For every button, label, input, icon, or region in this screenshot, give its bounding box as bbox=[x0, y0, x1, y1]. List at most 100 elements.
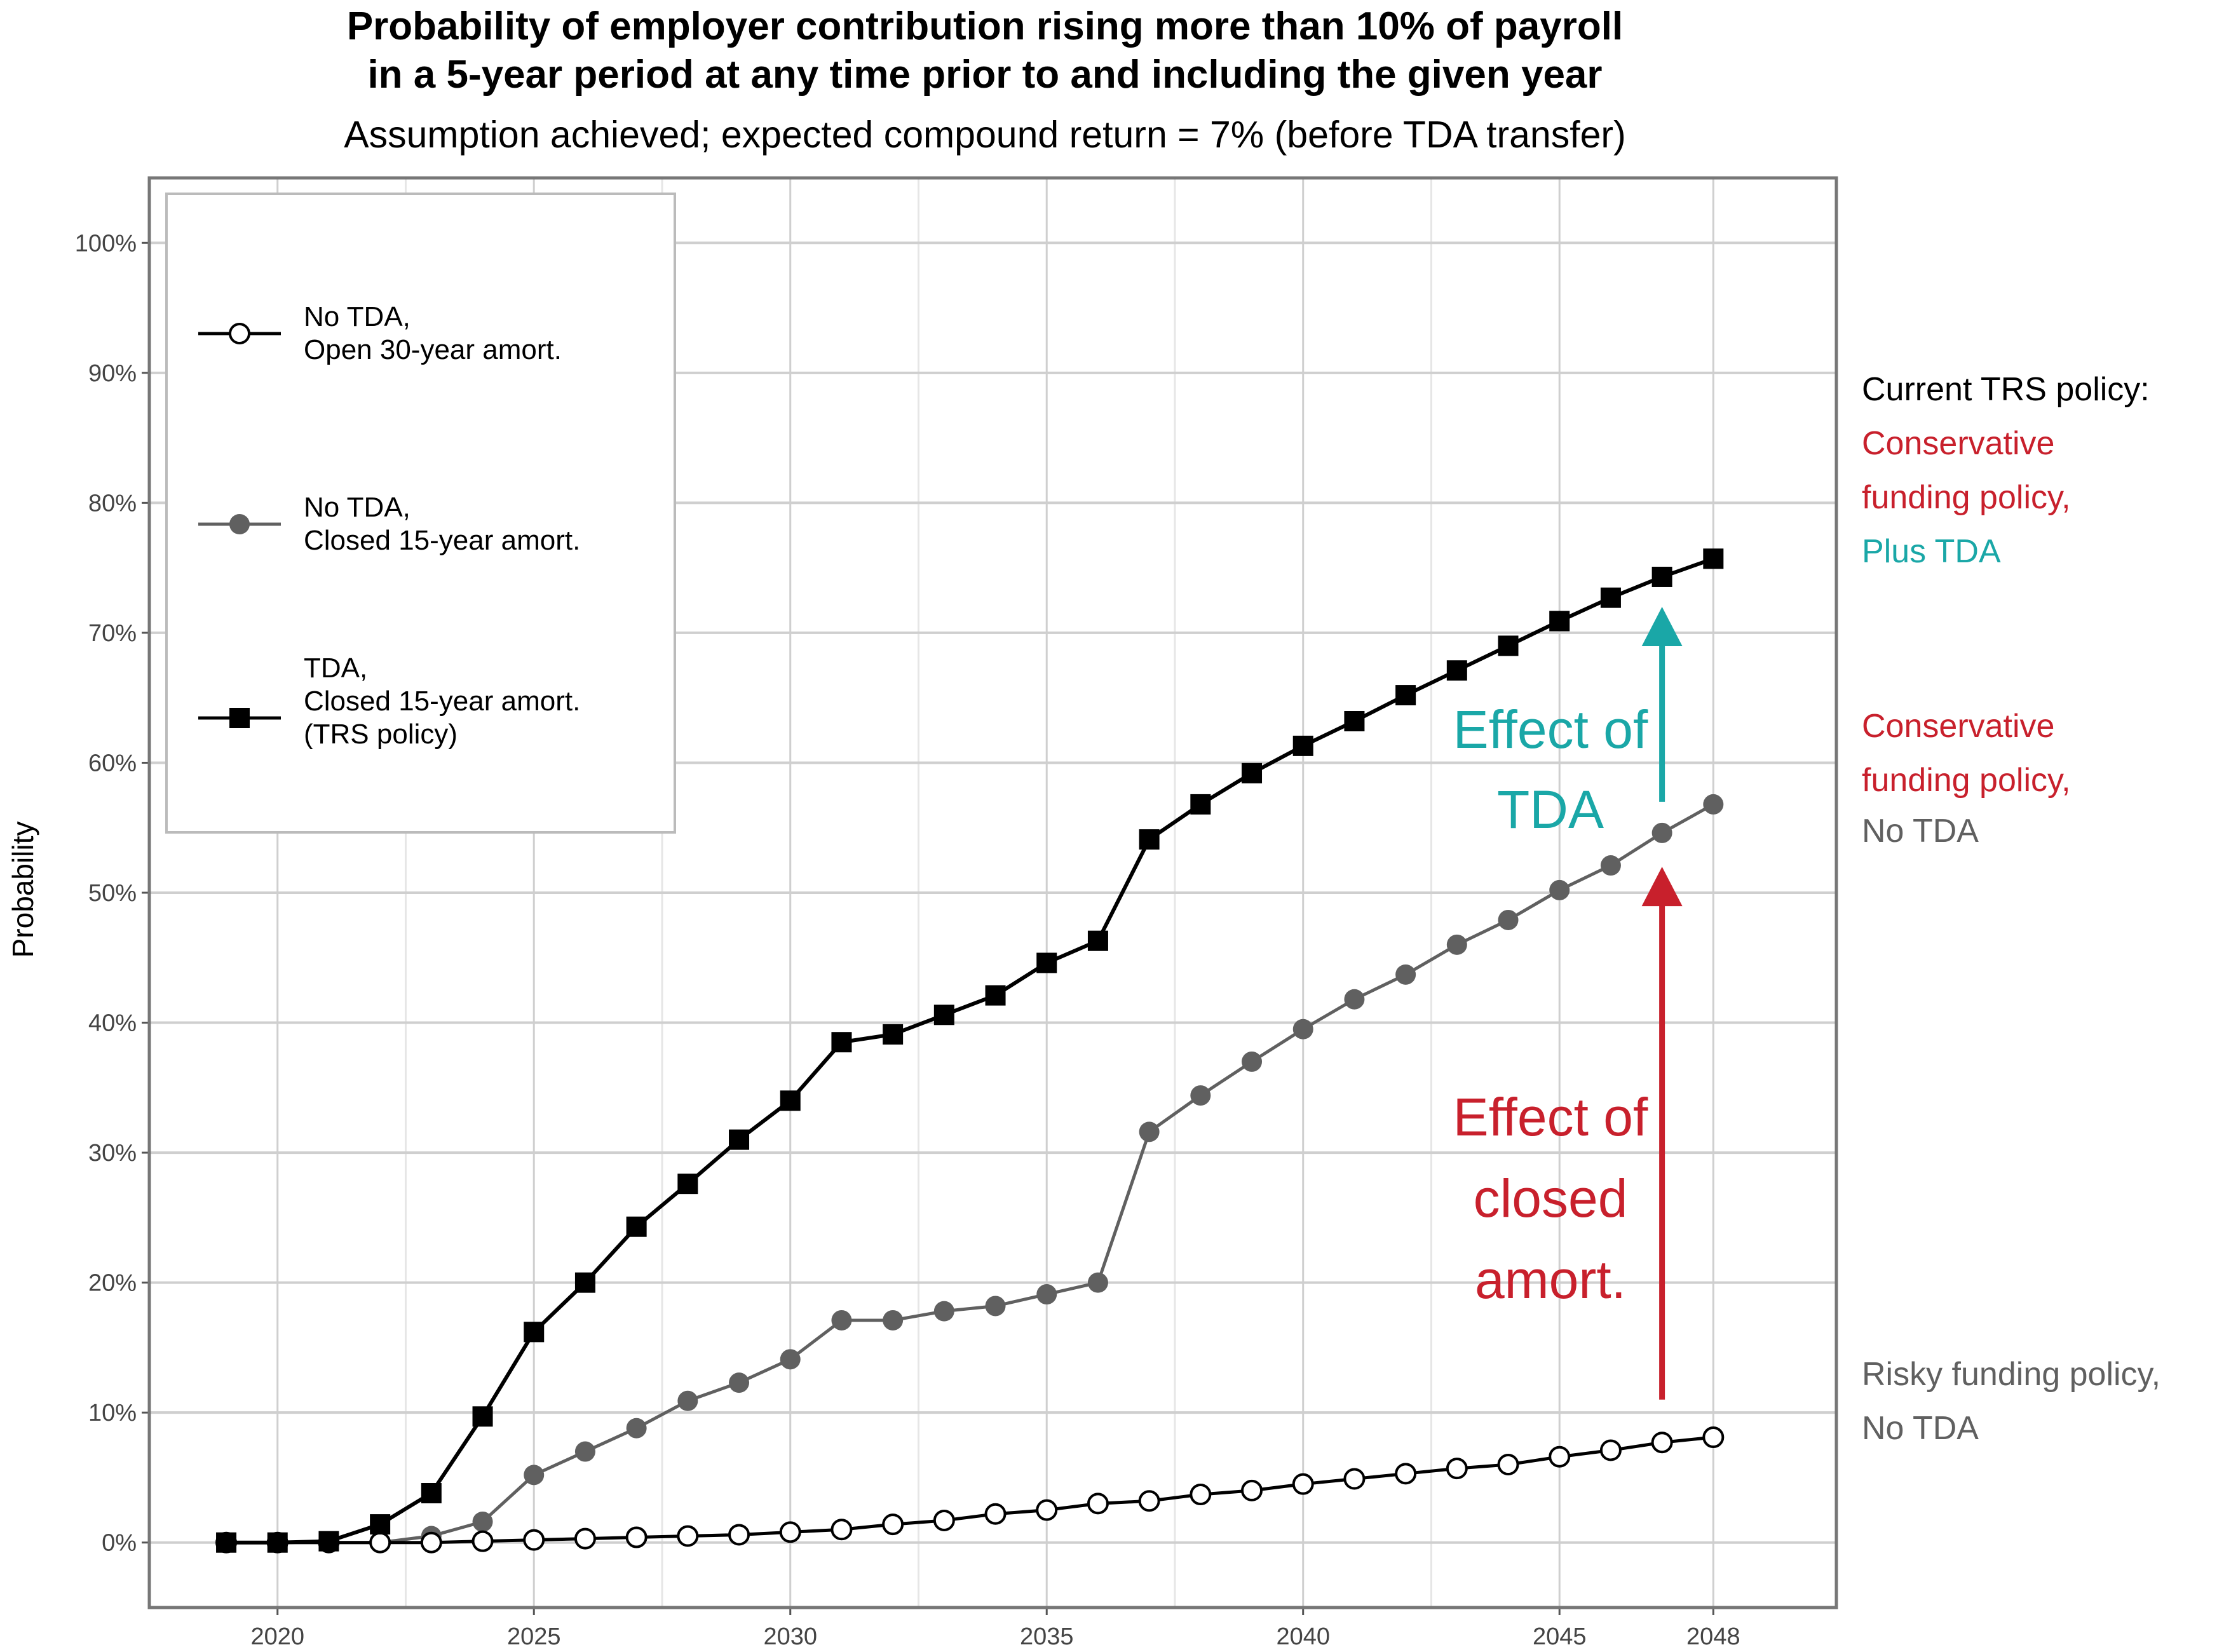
x-tick-label: 2020 bbox=[250, 1623, 304, 1650]
legend-label: (TRS policy) bbox=[304, 719, 458, 750]
data-point bbox=[1702, 1426, 1725, 1449]
data-point bbox=[216, 1532, 237, 1553]
legend-label: No TDA, bbox=[304, 492, 410, 523]
data-point bbox=[1599, 1439, 1622, 1461]
policy-label: No TDA bbox=[1862, 813, 1979, 850]
data-point bbox=[1036, 1499, 1058, 1521]
data-point bbox=[831, 1032, 852, 1053]
x-tick-label: 2025 bbox=[507, 1623, 561, 1650]
data-point bbox=[1241, 1479, 1263, 1501]
data-point bbox=[421, 1483, 442, 1503]
data-point bbox=[677, 1525, 699, 1547]
data-point bbox=[1190, 1484, 1212, 1506]
y-tick-label: 50% bbox=[88, 880, 137, 907]
policy-label: Plus TDA bbox=[1862, 533, 2001, 570]
data-point bbox=[1292, 735, 1313, 756]
annotations: Effect of TDA Effect of closed amort. Current… bbox=[1453, 371, 2160, 1447]
data-point bbox=[369, 1531, 391, 1554]
data-point bbox=[229, 708, 250, 728]
data-point bbox=[933, 1005, 954, 1026]
data-point bbox=[1498, 909, 1519, 930]
policy-label: No TDA bbox=[1862, 1410, 1979, 1447]
data-point bbox=[779, 1521, 801, 1543]
data-point bbox=[1087, 1272, 1108, 1293]
y-tick-label: 10% bbox=[88, 1400, 137, 1426]
data-point bbox=[1087, 1493, 1109, 1515]
data-point bbox=[1190, 1085, 1211, 1106]
arrow-tda-head bbox=[1641, 607, 1683, 646]
data-point bbox=[985, 1296, 1006, 1317]
data-point bbox=[1395, 1463, 1417, 1485]
data-point bbox=[1651, 566, 1672, 587]
data-point bbox=[1395, 685, 1416, 706]
data-point bbox=[933, 1301, 954, 1322]
legend-label: Open 30-year amort. bbox=[304, 334, 562, 365]
data-point bbox=[1651, 822, 1672, 843]
arrow-closed-amort-head bbox=[1641, 867, 1683, 907]
data-point bbox=[1549, 879, 1570, 900]
data-point bbox=[370, 1514, 391, 1535]
chart-title-line-1: Probability of employer contribution ris… bbox=[347, 4, 1623, 48]
data-point bbox=[420, 1531, 442, 1554]
data-point bbox=[1139, 1121, 1160, 1142]
data-point bbox=[831, 1519, 853, 1541]
axes: 0% 10% 20% 30% 40% 50% 60% 70% 80% 90% 100% 2020 202… bbox=[75, 230, 1740, 1650]
data-point bbox=[267, 1532, 288, 1553]
y-tick-label: 20% bbox=[88, 1270, 137, 1297]
x-tick-label: 2045 bbox=[1533, 1623, 1587, 1650]
data-point bbox=[1242, 762, 1263, 783]
data-point bbox=[985, 985, 1006, 1006]
y-tick-label: 30% bbox=[88, 1140, 137, 1167]
legend-label: Closed 15-year amort. bbox=[304, 686, 580, 717]
data-point bbox=[677, 1174, 698, 1195]
data-point bbox=[1446, 660, 1467, 681]
data-point bbox=[1344, 711, 1365, 731]
arrow-tda bbox=[1641, 607, 1683, 802]
data-point bbox=[1651, 1432, 1673, 1454]
y-tick-label: 80% bbox=[88, 490, 137, 517]
data-point bbox=[1498, 635, 1519, 656]
data-point bbox=[882, 1513, 904, 1536]
legend-box bbox=[165, 193, 676, 834]
data-point bbox=[1600, 855, 1621, 876]
data-point bbox=[524, 1465, 545, 1486]
data-point bbox=[574, 1272, 595, 1293]
x-tick-label: 2030 bbox=[763, 1623, 817, 1650]
data-point bbox=[677, 1390, 698, 1411]
effect-closed-amort-label: amort. bbox=[1475, 1250, 1626, 1310]
plot-frame bbox=[147, 176, 1838, 1609]
data-point bbox=[626, 1216, 647, 1237]
y-tick-label: 90% bbox=[88, 360, 137, 387]
y-tick-label: 40% bbox=[88, 1010, 137, 1037]
data-point bbox=[1344, 989, 1365, 1010]
legend-label: Closed 15-year amort. bbox=[304, 525, 580, 556]
effect-closed-amort-label: closed bbox=[1474, 1168, 1628, 1228]
policy-label: Conservative bbox=[1862, 425, 2054, 462]
data-point bbox=[1446, 934, 1467, 955]
policy-label: Risky funding policy, bbox=[1862, 1356, 2160, 1393]
effect-closed-amort-label: Effect of bbox=[1453, 1087, 1648, 1147]
arrow-closed-amort bbox=[1641, 867, 1683, 1400]
data-point bbox=[318, 1531, 339, 1552]
data-point bbox=[1446, 1458, 1468, 1480]
data-point bbox=[229, 514, 250, 534]
chart-title-line-2: in a 5-year period at any time prior to … bbox=[367, 53, 1602, 97]
data-point bbox=[729, 1372, 750, 1393]
data-point bbox=[626, 1418, 647, 1439]
series-layer bbox=[215, 548, 1725, 1554]
data-point bbox=[1036, 952, 1057, 973]
y-tick-label: 60% bbox=[88, 750, 137, 776]
chart-subtitle: Assumption achieved; expected compound r… bbox=[344, 114, 1625, 156]
x-tick-label: 2035 bbox=[1020, 1623, 1074, 1650]
data-point bbox=[472, 1406, 493, 1427]
legend-label: TDA, bbox=[304, 653, 367, 684]
policy-label: Conservative bbox=[1862, 708, 2054, 745]
x-tick-label: 2040 bbox=[1276, 1623, 1330, 1650]
effect-tda-label: Effect of bbox=[1453, 700, 1648, 759]
data-point bbox=[1036, 1284, 1057, 1305]
policy-label: Current TRS policy: bbox=[1862, 371, 2150, 408]
data-point bbox=[780, 1090, 801, 1111]
data-point bbox=[1600, 587, 1621, 608]
legend-label: No TDA, bbox=[304, 301, 410, 332]
